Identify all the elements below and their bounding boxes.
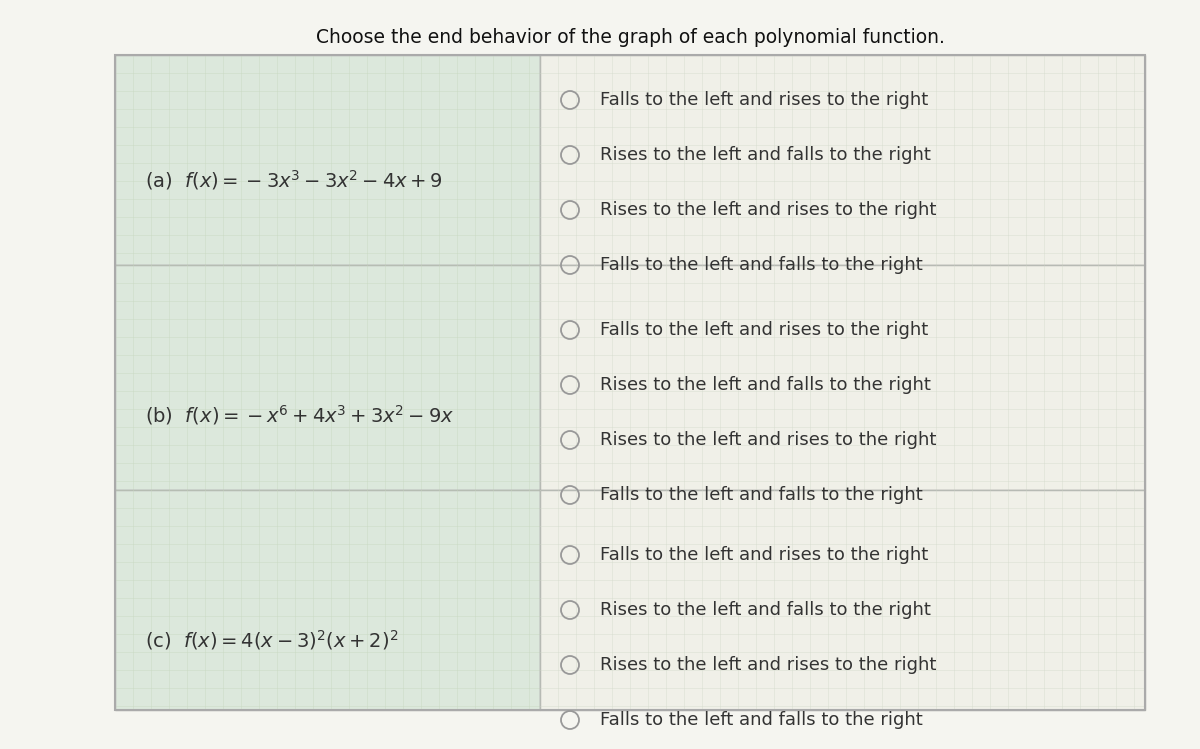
Text: Falls to the left and rises to the right: Falls to the left and rises to the right xyxy=(600,91,929,109)
Bar xyxy=(540,490,1145,710)
Text: Falls to the left and falls to the right: Falls to the left and falls to the right xyxy=(600,711,923,729)
Bar xyxy=(540,55,1145,265)
Text: Rises to the left and falls to the right: Rises to the left and falls to the right xyxy=(600,376,931,394)
Text: Rises to the left and falls to the right: Rises to the left and falls to the right xyxy=(600,146,931,164)
Bar xyxy=(115,265,540,490)
Text: Choose the end behavior of the graph of each polynomial function.: Choose the end behavior of the graph of … xyxy=(316,28,944,47)
Bar xyxy=(540,265,1145,490)
Bar xyxy=(115,490,540,710)
Text: Falls to the left and rises to the right: Falls to the left and rises to the right xyxy=(600,321,929,339)
Text: Rises to the left and falls to the right: Rises to the left and falls to the right xyxy=(600,601,931,619)
Bar xyxy=(115,55,540,265)
Text: (c)  $f(x) = 4(x-3)^2(x+2)^2$: (c) $f(x) = 4(x-3)^2(x+2)^2$ xyxy=(145,628,398,652)
Text: Falls to the left and falls to the right: Falls to the left and falls to the right xyxy=(600,486,923,504)
Text: Rises to the left and rises to the right: Rises to the left and rises to the right xyxy=(600,201,936,219)
Text: (b)  $f(x) = -x^6 + 4x^3 + 3x^2 - 9x$: (b) $f(x) = -x^6 + 4x^3 + 3x^2 - 9x$ xyxy=(145,403,455,427)
Text: Falls to the left and rises to the right: Falls to the left and rises to the right xyxy=(600,546,929,564)
Text: Rises to the left and rises to the right: Rises to the left and rises to the right xyxy=(600,656,936,674)
Text: Rises to the left and rises to the right: Rises to the left and rises to the right xyxy=(600,431,936,449)
Text: (a)  $f(x) = -3x^3 - 3x^2 - 4x + 9$: (a) $f(x) = -3x^3 - 3x^2 - 4x + 9$ xyxy=(145,168,443,192)
Bar xyxy=(115,55,1145,710)
Text: Falls to the left and falls to the right: Falls to the left and falls to the right xyxy=(600,256,923,274)
